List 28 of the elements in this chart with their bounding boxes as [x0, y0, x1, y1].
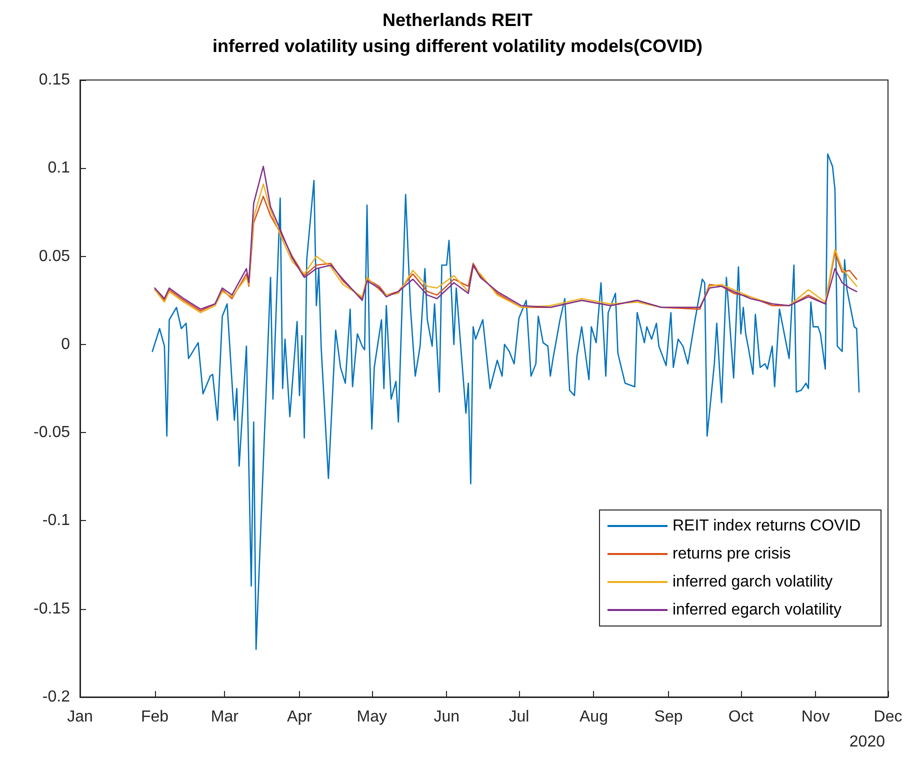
y-tick-label: 0 [61, 336, 70, 353]
x-tick-label: Feb [140, 708, 169, 726]
x-tick-label: Apr [287, 708, 313, 726]
legend-label: returns pre crisis [672, 546, 791, 562]
y-tick-label: 0.05 [38, 248, 70, 265]
x-tick-label: May [356, 708, 387, 726]
x-tick-label: Sep [654, 708, 683, 726]
x-tick-label: Aug [580, 708, 608, 726]
x-tick-label: Nov [801, 708, 830, 726]
y-tick-label: -0.2 [42, 688, 70, 706]
y-tick-label: -0.1 [42, 512, 70, 530]
y-tick-label: 0.1 [48, 160, 70, 177]
chart-title: Netherlands REIT [382, 10, 533, 30]
y-tick-label: -0.05 [34, 424, 70, 442]
x-tick-label: Dec [874, 708, 902, 726]
y-tick-label: 0.15 [38, 72, 70, 88]
legend-label: inferred garch volatility [672, 574, 833, 590]
x-tick-label: Jun [434, 708, 460, 726]
x-tick-label: Mar [210, 708, 240, 726]
y-tick-label: -0.15 [34, 600, 70, 618]
chart-subtitle: inferred volatility using different volatility models(COVID) [212, 36, 703, 56]
x-tick-label: Jan [67, 708, 93, 726]
line-series [152, 153, 860, 650]
legend-label: REIT index returns COVID [672, 518, 861, 534]
text: 2020 [849, 734, 886, 750]
x-tick-label: Oct [728, 708, 754, 726]
x-tick-label: Jul [508, 708, 530, 726]
legend-label: inferred egarch volatility [672, 602, 842, 618]
